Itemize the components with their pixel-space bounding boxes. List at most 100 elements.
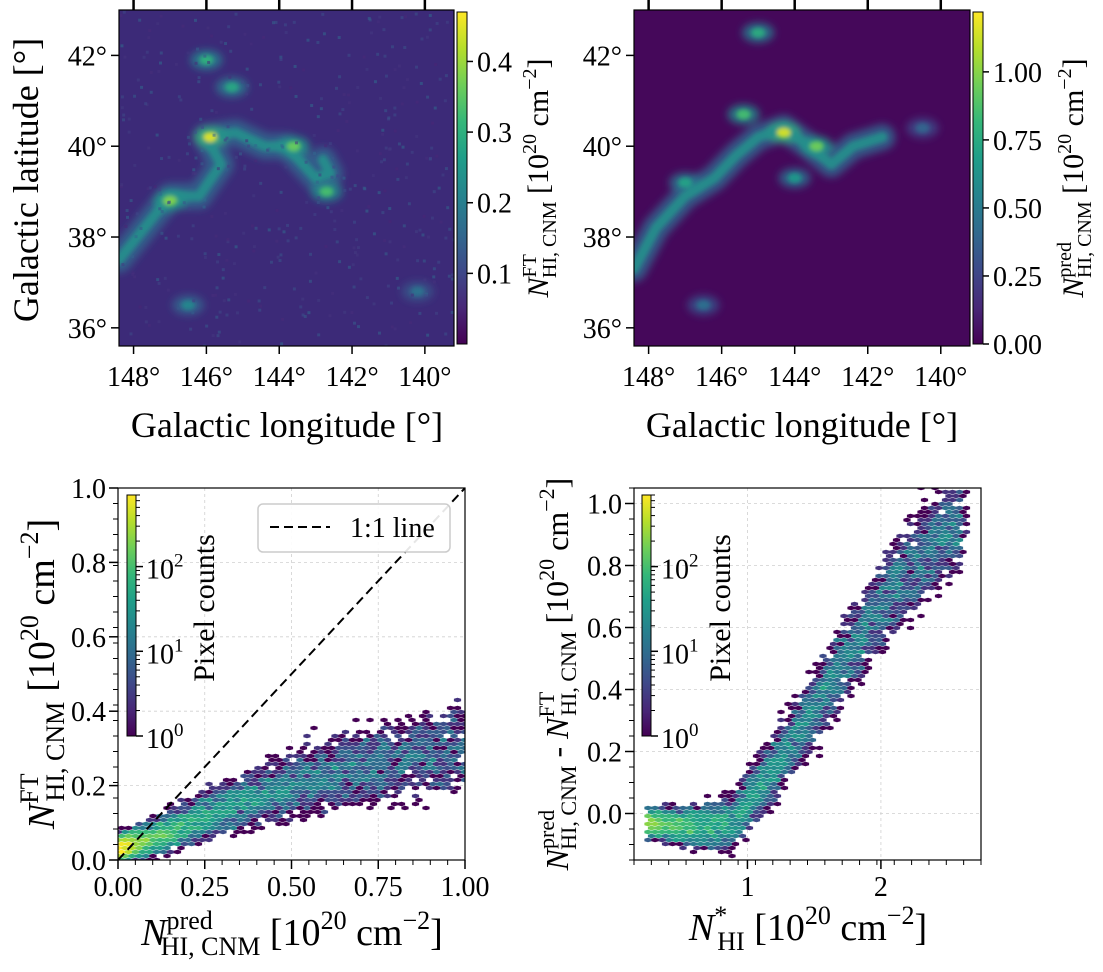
hexbin-cell bbox=[383, 777, 392, 783]
hexbin-cell bbox=[271, 753, 280, 759]
hexbin-cell bbox=[885, 617, 894, 623]
noise-pixel bbox=[365, 209, 369, 213]
noise-pixel bbox=[438, 77, 442, 81]
hexbin-cell bbox=[292, 785, 301, 791]
hexbin-cell bbox=[791, 693, 799, 699]
hexbin-cell bbox=[710, 825, 719, 831]
hexbin-cell bbox=[948, 513, 957, 519]
hexbin-cell bbox=[215, 801, 224, 807]
hexbin-cell bbox=[658, 837, 666, 843]
hexbin-cell bbox=[418, 721, 427, 727]
hexbin-cell bbox=[906, 545, 915, 551]
noise-pixel bbox=[159, 61, 163, 65]
hexbin-cell bbox=[896, 557, 904, 563]
noise-pixel bbox=[386, 284, 390, 288]
hexbin-cell bbox=[829, 665, 838, 671]
hexbin-cell bbox=[159, 833, 168, 839]
noise-pixel bbox=[362, 55, 366, 59]
noise-pixel bbox=[387, 147, 391, 151]
hexbin-cell bbox=[696, 825, 705, 831]
hexbin-cell bbox=[780, 785, 789, 791]
hexbin-cell bbox=[644, 829, 652, 835]
hexbin-cell bbox=[229, 793, 238, 799]
hexbin-cell bbox=[282, 805, 290, 811]
hexbin-cell bbox=[362, 737, 371, 743]
hexbin-cell bbox=[717, 849, 726, 855]
noise-pixel bbox=[227, 25, 231, 29]
hexbin-cell bbox=[415, 765, 423, 771]
hexbin-cell bbox=[366, 757, 374, 763]
noise-pixel bbox=[186, 51, 190, 55]
hexbin-cell bbox=[654, 817, 663, 823]
clump-core bbox=[199, 54, 214, 65]
noise-pixel bbox=[401, 145, 405, 149]
hexbin-cell bbox=[453, 705, 462, 711]
hexbin-cell bbox=[306, 785, 315, 791]
hexbin-cell bbox=[317, 805, 325, 811]
hexbin-cell bbox=[819, 701, 827, 707]
hexbin-cell bbox=[436, 773, 444, 779]
hexbin-cell bbox=[714, 845, 722, 851]
hexbin-cell bbox=[355, 729, 364, 735]
noise-pixel bbox=[314, 271, 318, 275]
noise-pixel bbox=[279, 253, 283, 257]
hexbin-cell bbox=[142, 821, 150, 827]
hexbin-cell bbox=[468, 746, 475, 751]
noise-pixel bbox=[410, 150, 414, 154]
noise-pixel bbox=[160, 157, 164, 161]
hexbin-cell bbox=[948, 545, 957, 551]
hexbin-cell bbox=[215, 809, 224, 815]
hexbin-cell bbox=[212, 805, 220, 811]
hexbin-cell bbox=[829, 681, 838, 687]
hexbin-cell bbox=[959, 533, 967, 539]
panel-c-hexbins bbox=[118, 697, 475, 860]
hexbin-cell bbox=[292, 793, 301, 799]
hexbin-cell bbox=[780, 745, 789, 751]
hexbin-cell bbox=[770, 773, 778, 779]
hexbin-cell bbox=[198, 837, 206, 843]
hexbin-cell bbox=[387, 725, 395, 731]
hexbin-cell bbox=[917, 589, 925, 595]
hexbin-cell bbox=[292, 769, 301, 775]
hexbin-cell bbox=[819, 669, 827, 675]
hexbin-cell bbox=[373, 741, 381, 747]
hexbin-cell bbox=[836, 657, 845, 663]
hexbin-cell bbox=[226, 781, 234, 787]
hexbin-cell bbox=[282, 789, 290, 795]
hexbin-cell bbox=[439, 761, 448, 767]
hexbin-cell bbox=[359, 773, 367, 779]
noise-pixel bbox=[425, 35, 429, 39]
hexbin-cell bbox=[264, 761, 273, 767]
hexbin-cell bbox=[794, 737, 803, 743]
noise-pixel bbox=[400, 102, 404, 106]
hexbin-cell bbox=[924, 557, 932, 563]
hexbin-cell bbox=[170, 821, 178, 827]
hexbin-cell bbox=[819, 725, 827, 731]
hexbin-cell bbox=[752, 777, 761, 783]
hexbin-cell bbox=[766, 745, 775, 751]
hexbin-cell bbox=[847, 653, 855, 659]
panel-b-colorbar-label-unit: [10 bbox=[1057, 154, 1090, 202]
hexbin-cell bbox=[861, 621, 869, 627]
hexbin-cell bbox=[829, 697, 838, 703]
noise-pixel bbox=[299, 305, 303, 309]
hexbin-cell bbox=[871, 593, 880, 599]
hexbin-cell bbox=[450, 725, 458, 731]
hexbin-cell bbox=[675, 825, 684, 831]
hexbin-cell bbox=[668, 825, 677, 831]
hexbin-cell bbox=[149, 813, 157, 819]
panel-a-colorbar-label-sup: FT bbox=[519, 254, 541, 277]
hexbin-cell bbox=[728, 821, 736, 827]
noise-pixel bbox=[158, 207, 162, 211]
panel-c-colorbar bbox=[126, 494, 137, 737]
noise-pixel bbox=[317, 298, 321, 302]
noise-pixel bbox=[292, 287, 296, 291]
hexbin-cell bbox=[275, 797, 283, 803]
hexbin-cell bbox=[766, 801, 775, 807]
hexbin-cell bbox=[917, 597, 925, 603]
noise-pixel bbox=[189, 327, 193, 331]
hexbin-cell bbox=[373, 765, 381, 771]
hexbin-cell bbox=[829, 689, 838, 695]
hexbin-cell bbox=[408, 781, 416, 787]
hexbin-cell bbox=[194, 825, 203, 831]
